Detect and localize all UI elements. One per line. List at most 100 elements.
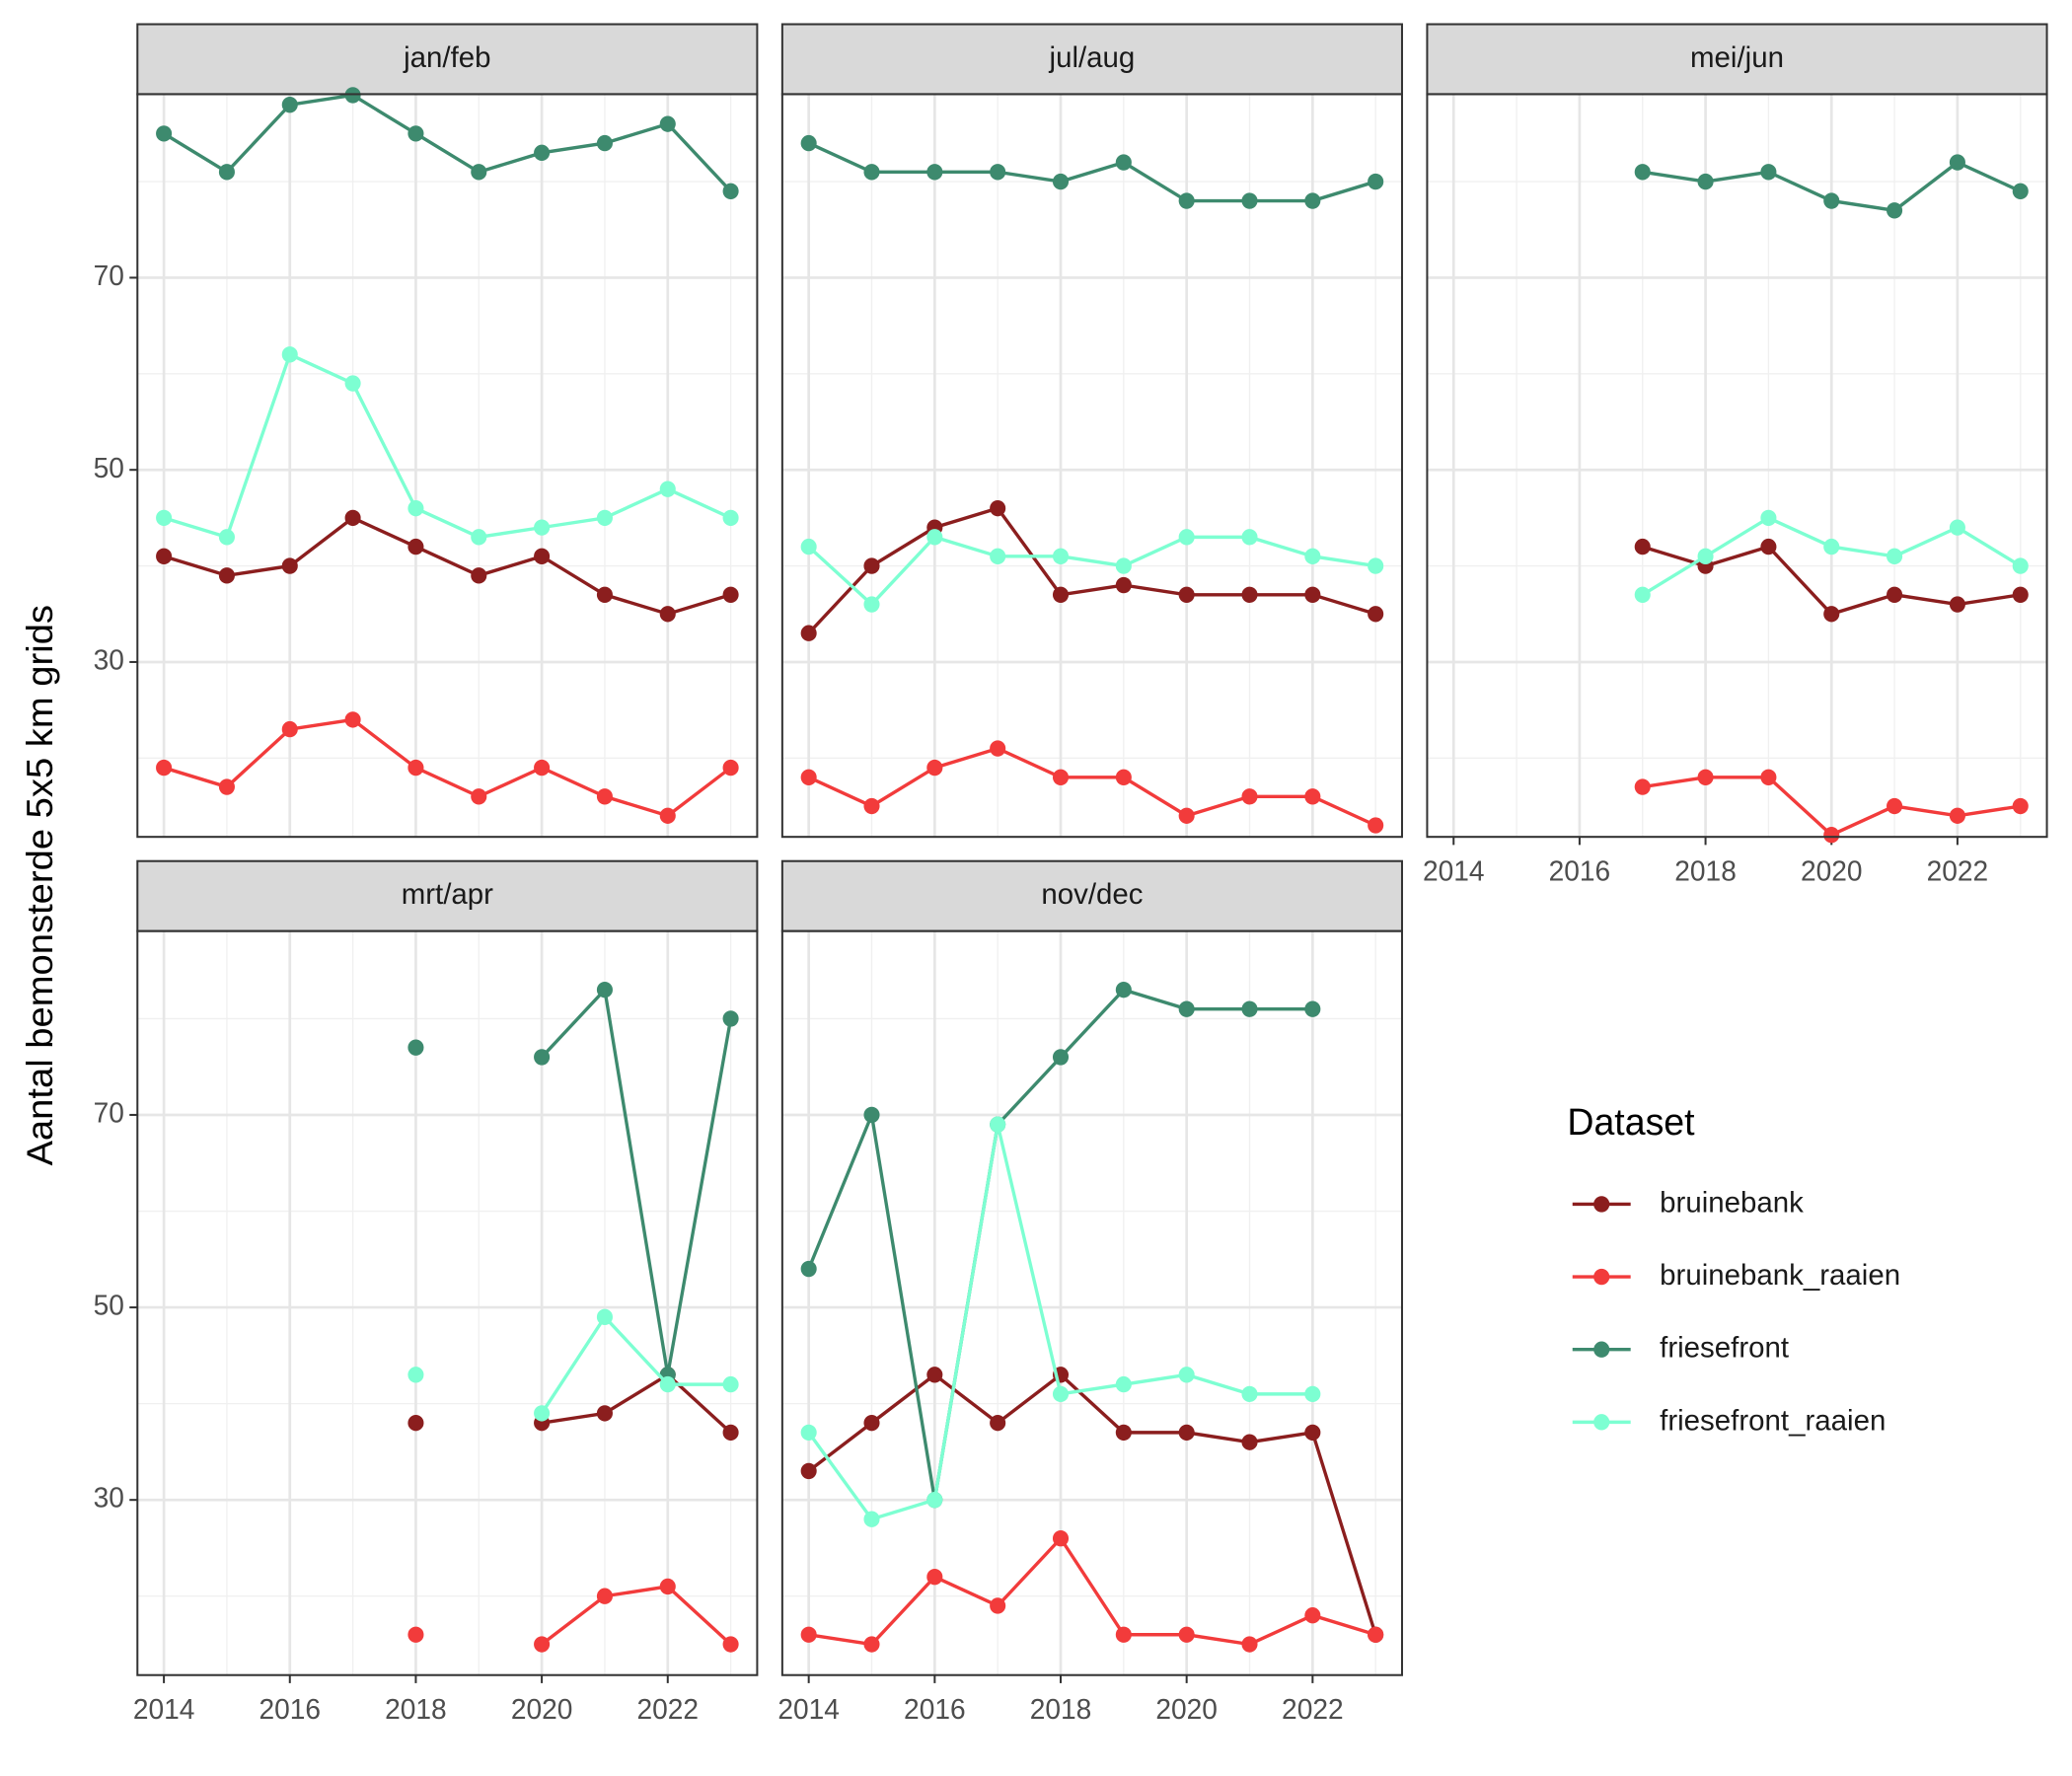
data-point xyxy=(344,711,361,728)
series-line xyxy=(163,717,732,818)
data-point xyxy=(800,1626,817,1643)
data-point xyxy=(1304,586,1321,603)
data-point xyxy=(1115,769,1132,785)
data-point xyxy=(1115,1375,1132,1393)
legend-label: bruinebank xyxy=(1660,1186,1804,1219)
data-point xyxy=(1304,1607,1321,1624)
legend-label: bruinebank_raaien xyxy=(1660,1259,1900,1292)
data-point xyxy=(926,164,943,181)
data-point xyxy=(1052,1385,1070,1403)
data-point xyxy=(1368,1626,1384,1643)
data-point xyxy=(407,125,424,142)
series-line xyxy=(808,1535,1376,1647)
data-point xyxy=(863,797,880,815)
data-point xyxy=(1368,817,1384,834)
data-point xyxy=(534,1049,551,1066)
x-tick-label: 2018 xyxy=(1674,855,1737,887)
data-point xyxy=(1241,788,1258,805)
y-tick-label: 50 xyxy=(94,453,124,484)
x-tick-label: 2014 xyxy=(133,1694,195,1726)
data-point xyxy=(1178,529,1195,546)
data-point xyxy=(1178,1367,1195,1383)
data-point xyxy=(218,567,235,584)
data-point xyxy=(800,1462,817,1480)
panel-border xyxy=(136,929,759,1676)
data-point xyxy=(800,769,817,785)
data-point xyxy=(281,96,298,113)
legend-key-point xyxy=(1593,1341,1610,1358)
data-point xyxy=(218,778,235,795)
panel-border xyxy=(780,93,1403,839)
strip-label: jul/aug xyxy=(1049,41,1136,74)
data-point xyxy=(659,115,676,132)
data-point xyxy=(596,586,613,603)
data-point xyxy=(1760,538,1777,555)
legend-key-point xyxy=(1593,1414,1610,1431)
x-tick-label: 2014 xyxy=(1423,855,1485,887)
data-point xyxy=(1241,192,1258,209)
data-point xyxy=(659,481,676,497)
strip-label: jan/feb xyxy=(403,41,490,74)
panel-background xyxy=(137,94,758,838)
strip-label: mrt/apr xyxy=(402,878,493,911)
data-point xyxy=(1634,586,1651,603)
strip-label: nov/dec xyxy=(1041,878,1143,911)
data-point xyxy=(659,807,676,824)
data-point xyxy=(800,1260,817,1278)
data-point xyxy=(800,134,817,152)
strip xyxy=(136,859,759,932)
y-axis-title: Aantal bemonsterde 5x5 km grids xyxy=(20,605,61,1166)
x-tick-label: 2016 xyxy=(904,1694,966,1726)
panel-border xyxy=(1426,93,2048,839)
data-point xyxy=(1178,1000,1195,1017)
data-point xyxy=(1697,769,1714,785)
x-tick-label: 2016 xyxy=(1549,855,1611,887)
data-point xyxy=(596,981,613,999)
data-point xyxy=(990,548,1006,565)
data-point xyxy=(1052,586,1070,603)
legend-title: Dataset xyxy=(1567,1102,1695,1144)
strip xyxy=(1426,23,2048,96)
data-point xyxy=(534,548,551,565)
data-point xyxy=(659,606,676,623)
series-line xyxy=(807,746,1376,828)
data-point xyxy=(722,1375,739,1393)
data-point xyxy=(1052,1530,1070,1547)
data-point xyxy=(1823,538,1840,555)
data-point xyxy=(218,529,235,546)
strip xyxy=(780,23,1403,96)
data-point xyxy=(800,538,817,555)
data-point xyxy=(990,164,1006,181)
data-point xyxy=(1760,509,1777,527)
data-point xyxy=(1304,548,1321,565)
legend-key-point xyxy=(1593,1196,1610,1213)
data-point xyxy=(863,596,880,613)
data-point xyxy=(722,1424,739,1442)
data-point xyxy=(1634,164,1651,181)
data-point xyxy=(1178,807,1195,824)
data-point xyxy=(659,1375,676,1393)
x-tick-label: 2020 xyxy=(1801,855,1863,887)
data-point xyxy=(863,557,880,574)
data-point xyxy=(1887,202,1903,219)
data-point xyxy=(471,567,487,584)
data-point xyxy=(1052,548,1070,565)
data-point xyxy=(407,538,424,555)
data-point xyxy=(156,125,173,142)
panel-border xyxy=(136,93,759,839)
data-point xyxy=(344,375,361,392)
series-line xyxy=(163,93,732,192)
data-point xyxy=(1115,981,1132,999)
data-point xyxy=(596,1588,613,1604)
series-line xyxy=(807,1372,1377,1636)
data-point xyxy=(1178,1626,1195,1643)
data-point xyxy=(1634,538,1651,555)
data-point xyxy=(926,1569,943,1586)
data-point xyxy=(218,164,235,181)
data-point xyxy=(2012,557,2029,574)
data-point xyxy=(926,759,943,777)
data-point xyxy=(1241,586,1258,603)
data-point xyxy=(2012,586,2029,603)
x-tick-label: 2018 xyxy=(385,1694,447,1726)
